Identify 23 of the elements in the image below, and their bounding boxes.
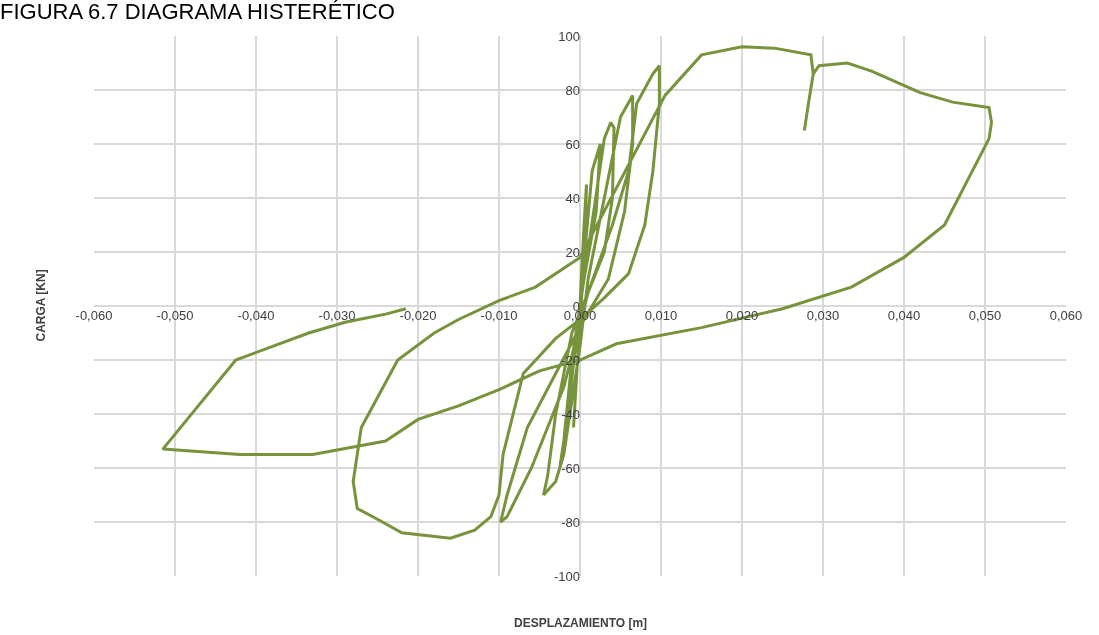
- x-tick-label: 0,040: [887, 308, 921, 323]
- y-tick-label: -80: [561, 514, 580, 530]
- y-tick-label: -60: [561, 460, 580, 476]
- y-tick-label: 100: [558, 28, 580, 44]
- y-tick-label: 20: [565, 244, 580, 260]
- x-tick-label: 0,030: [806, 308, 840, 323]
- x-tick-label: -0,040: [237, 308, 275, 323]
- x-tick-label: -0,050: [156, 308, 194, 323]
- x-tick-label: 0,050: [968, 308, 1002, 323]
- x-axis-title: DESPLAZAMIENTO [m]: [514, 616, 648, 630]
- y-tick-label: 80: [565, 82, 580, 98]
- chart-title: FIGURA 6.7 DIAGRAMA HISTERÉTICO: [0, 0, 395, 24]
- x-tick-label: -0,010: [480, 308, 518, 323]
- x-tick-label: 0,060: [1049, 308, 1083, 323]
- x-tick-label: -0,030: [318, 308, 356, 323]
- y-tick-label: -100: [553, 568, 580, 584]
- x-tick-label: -0,060: [75, 308, 113, 323]
- y-tick-label: 60: [565, 136, 580, 152]
- x-tick-label: -0,020: [399, 308, 437, 323]
- y-axis-title: CARGA [KN]: [33, 269, 48, 342]
- y-tick-label: 40: [565, 190, 580, 206]
- x-tick-label: 0,010: [644, 308, 678, 323]
- y-tick-label: -40: [561, 406, 580, 422]
